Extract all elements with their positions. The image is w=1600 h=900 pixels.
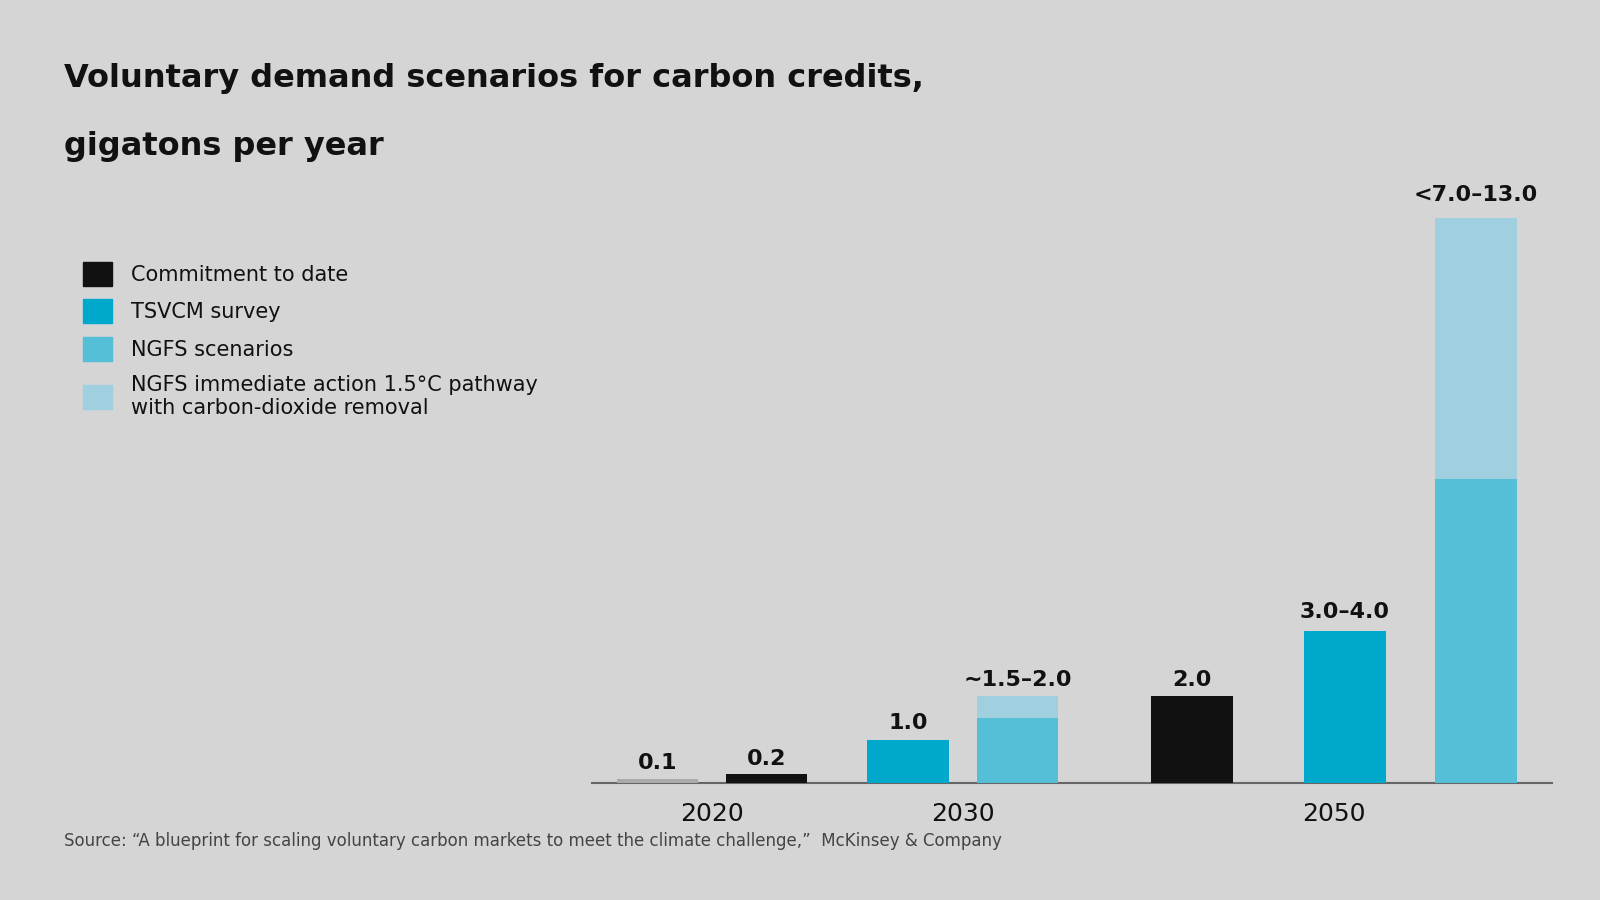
Text: <7.0–13.0: <7.0–13.0 [1413,185,1538,205]
Text: 2.0: 2.0 [1173,670,1211,689]
Bar [867,740,949,783]
Text: 3.0–4.0: 3.0–4.0 [1299,602,1390,622]
Bar [976,718,1058,783]
Text: Source: “A blueprint for scaling voluntary carbon markets to meet the climate ch: Source: “A blueprint for scaling volunta… [64,832,1002,850]
Bar [1304,631,1386,783]
Bar [976,696,1058,718]
Bar [1435,218,1517,479]
Text: Voluntary demand scenarios for carbon credits,: Voluntary demand scenarios for carbon cr… [64,63,923,94]
Text: 1.0: 1.0 [888,713,928,733]
Legend: Commitment to date, TSVCM survey, NGFS scenarios, NGFS immediate action 1.5°C pa: Commitment to date, TSVCM survey, NGFS s… [75,254,546,426]
Bar [726,774,808,783]
Bar [1150,696,1234,783]
Text: 0.2: 0.2 [747,749,786,770]
Text: ~1.5–2.0: ~1.5–2.0 [963,670,1072,689]
Bar [616,778,698,783]
Text: gigatons per year: gigatons per year [64,130,384,161]
Bar [1435,479,1517,783]
Text: 0.1: 0.1 [638,753,677,773]
